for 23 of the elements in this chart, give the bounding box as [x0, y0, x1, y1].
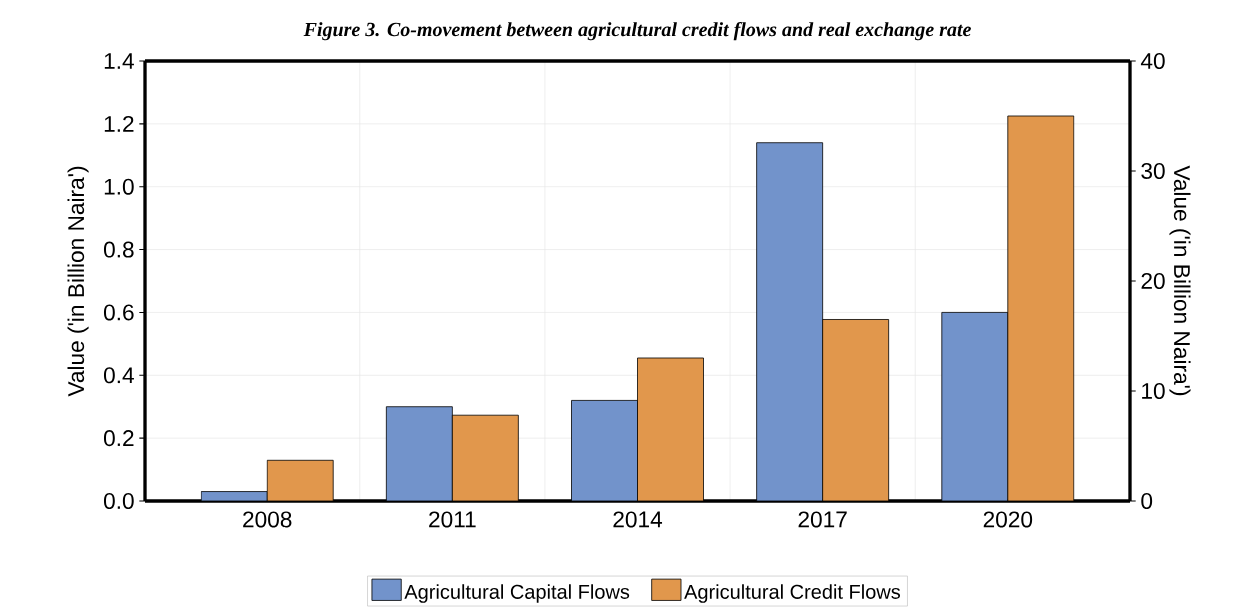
y2-axis-title: Value ('in Billion Naira') [1169, 165, 1191, 396]
y2-tick-label: 20 [1141, 272, 1165, 290]
x-tick-label: 2008 [243, 511, 292, 528]
y2-tick-label: 40 [1140, 52, 1165, 70]
y2-tick-label: 30 [1141, 162, 1165, 180]
y-tick-label: 1.2 [104, 115, 134, 132]
legend-label: Agricultural Capital Flows [404, 584, 630, 603]
legend-label: Agricultural Credit Flows [684, 584, 901, 603]
x-tick-label: 2011 [429, 511, 476, 528]
x-tick-label: 2020 [983, 511, 1033, 528]
y-tick-label: 0.6 [103, 304, 134, 321]
y2-tick-label: 0 [1141, 492, 1153, 510]
y-tick-label: 0.2 [103, 430, 134, 447]
x-tick-label: 2017 [798, 511, 847, 528]
y-tick-label: 0.4 [103, 367, 134, 384]
y-tick-label: 0.8 [103, 241, 134, 258]
x-tick-label: 2014 [613, 511, 663, 528]
y-tick-label: 1.4 [104, 53, 134, 69]
y-tick-label: 1.0 [104, 178, 134, 195]
chart-title: Figure 3. Co-movement between agricultural credit flows and real exchange rate [303, 21, 971, 41]
y2-tick-label: 10 [1142, 382, 1165, 400]
y-tick-label: 0.0 [103, 492, 134, 510]
y-axis-title: Value ('in Billion Naira') [67, 166, 89, 397]
